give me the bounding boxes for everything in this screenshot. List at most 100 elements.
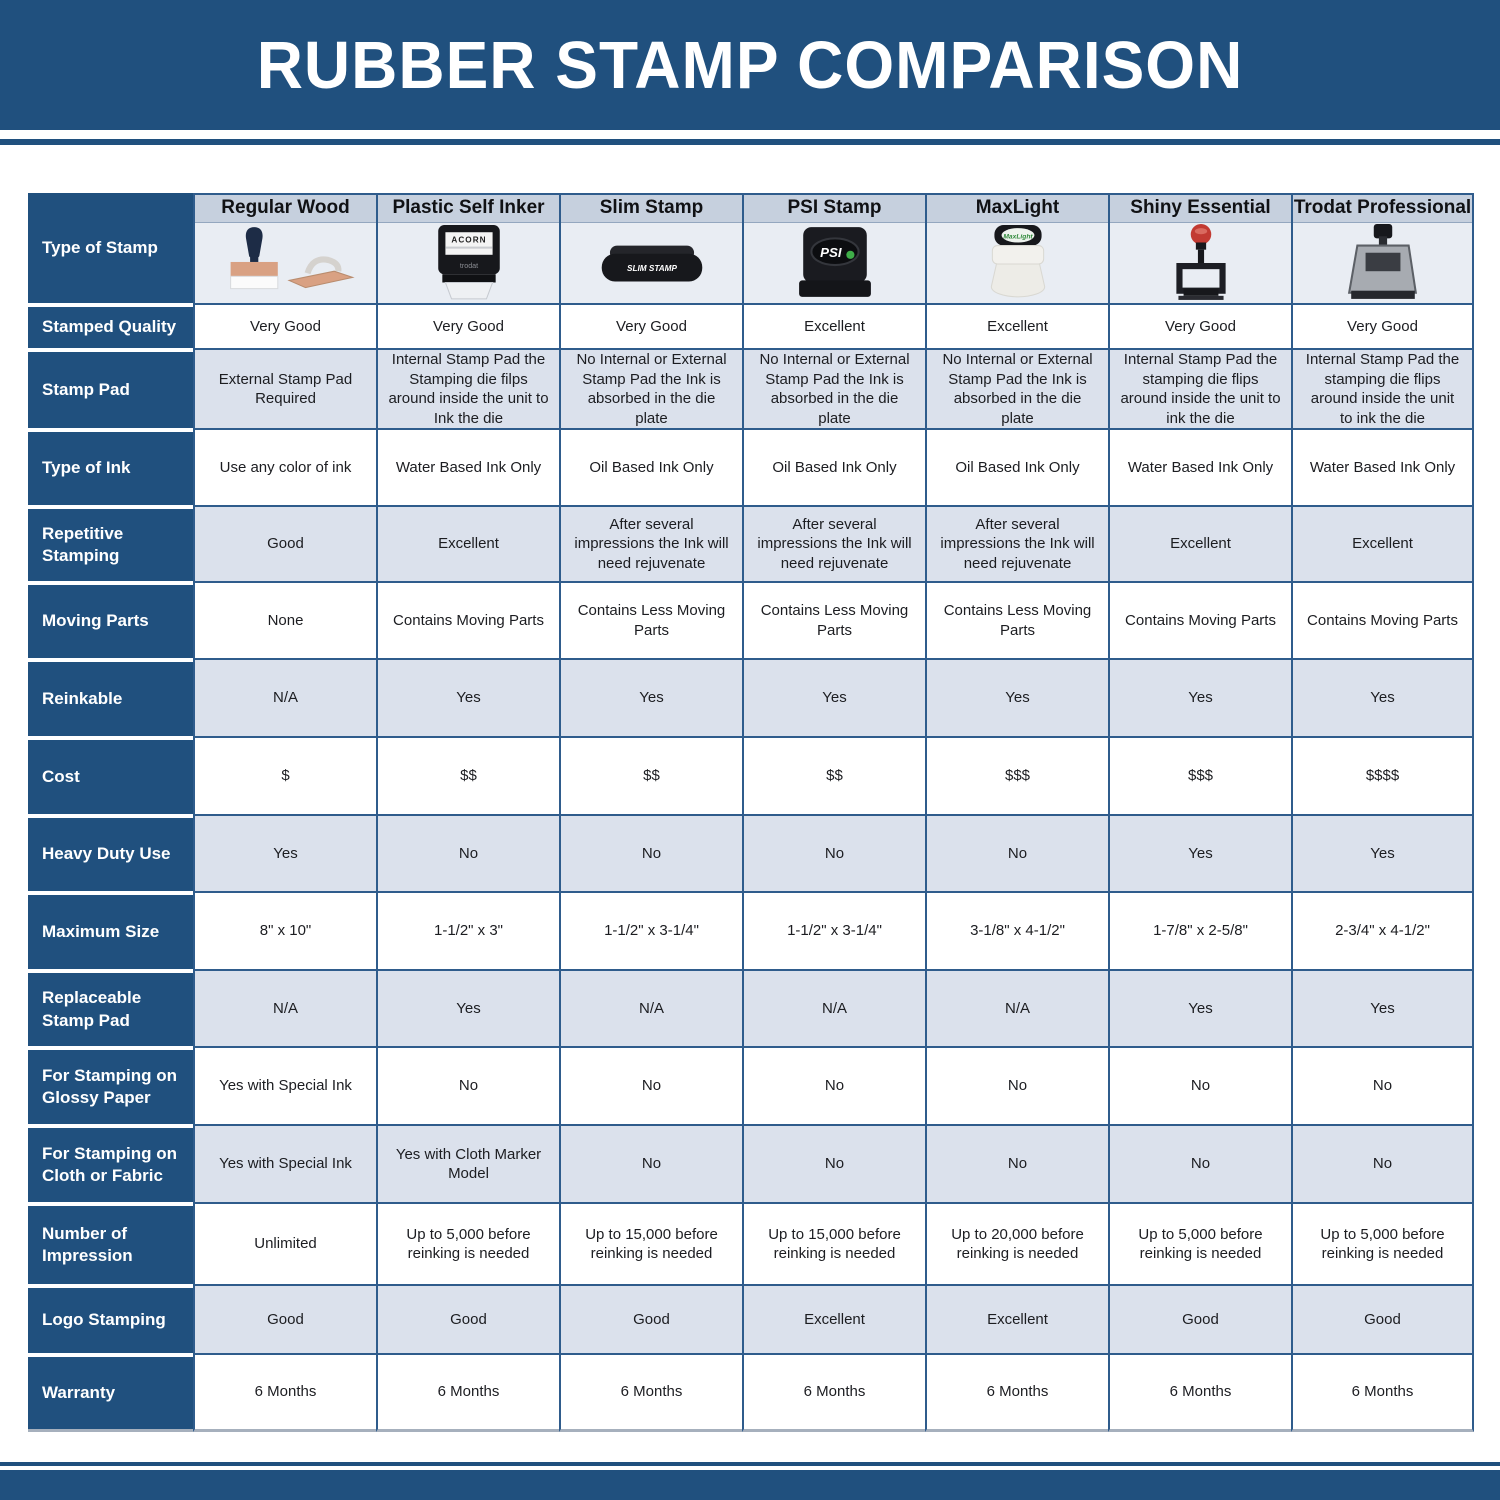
table-cell: Contains Less Moving Parts <box>742 581 925 658</box>
table-cell: Up to 15,000 before reinking is needed <box>559 1202 742 1284</box>
table-cell: Yes <box>1108 658 1291 736</box>
row-label-heavy-duty-use: Heavy Duty Use <box>28 814 193 891</box>
table-cell: No Internal or External Stamp Pad the In… <box>559 348 742 428</box>
table-cell: 1-1/2" x 3-1/4" <box>742 891 925 969</box>
comparison-table: Type of Stamp Regular Wood Plastic Self I… <box>28 193 1474 1432</box>
table-cell: Excellent <box>376 505 559 581</box>
table-cell: N/A <box>742 969 925 1046</box>
table-cell: Contains Less Moving Parts <box>925 581 1108 658</box>
table-cell: $$ <box>376 736 559 814</box>
table-cell: Use any color of ink <box>193 428 376 505</box>
table-cell: Very Good <box>193 303 376 348</box>
table-cell: Yes <box>1108 969 1291 1046</box>
table-cell: 1-1/2" x 3-1/4" <box>559 891 742 969</box>
table-cell: 6 Months <box>742 1353 925 1432</box>
table-cell: No <box>1108 1046 1291 1124</box>
table-cell: $$$$ <box>1291 736 1474 814</box>
table-cell: No <box>925 1046 1108 1124</box>
table-cell: Contains Moving Parts <box>376 581 559 658</box>
column-title-regular-wood: Regular Wood <box>195 195 376 223</box>
table-cell: Excellent <box>1291 505 1474 581</box>
table-cell: Yes <box>1291 658 1474 736</box>
table-cell: $$ <box>742 736 925 814</box>
type-of-stamp-label: Type of Stamp <box>28 193 193 303</box>
table-cell: Excellent <box>925 303 1108 348</box>
table-cell: Excellent <box>925 1284 1108 1353</box>
column-header-shiny-essential: Shiny Essential <box>1108 193 1291 303</box>
table-cell: Up to 5,000 before reinking is needed <box>1291 1202 1474 1284</box>
table-cell: $$$ <box>1108 736 1291 814</box>
table-cell: Yes <box>193 814 376 891</box>
table-cell: Good <box>193 1284 376 1353</box>
row-label-maximum-size: Maximum Size <box>28 891 193 969</box>
table-cell: None <box>193 581 376 658</box>
table-cell: Contains Less Moving Parts <box>559 581 742 658</box>
page-title: RUBBER STAMP COMPARISON <box>256 27 1244 103</box>
table-cell: After several impressions the Ink will n… <box>742 505 925 581</box>
plastic-self-inker-stamp-image: ACORN trodat <box>378 223 559 303</box>
column-title-trodat-professional: Trodat Professional <box>1293 195 1472 223</box>
table-cell: 6 Months <box>925 1353 1108 1432</box>
table-cell: Internal Stamp Pad the stamping die flip… <box>1291 348 1474 428</box>
table-cell: 6 Months <box>559 1353 742 1432</box>
table-cell: Good <box>1108 1284 1291 1353</box>
table-cell: No <box>559 1124 742 1202</box>
table-cell: Yes <box>742 658 925 736</box>
table-cell: $$ <box>559 736 742 814</box>
table-cell: Yes <box>1291 969 1474 1046</box>
table-cell: Yes <box>376 969 559 1046</box>
table-cell: No <box>559 1046 742 1124</box>
table-cell: Unlimited <box>193 1202 376 1284</box>
row-label-repetitive-stamping: Repetitive Stamping <box>28 505 193 581</box>
table-cell: Up to 20,000 before reinking is needed <box>925 1202 1108 1284</box>
column-title-shiny-essential: Shiny Essential <box>1110 195 1291 223</box>
table-cell: No <box>925 1124 1108 1202</box>
table-cell: No <box>742 1124 925 1202</box>
row-label-number-of-impression: Number of Impression <box>28 1202 193 1284</box>
table-cell: Good <box>193 505 376 581</box>
table-cell: Yes with Cloth Marker Model <box>376 1124 559 1202</box>
trodat-professional-stamp-image <box>1293 223 1472 303</box>
column-title-slim-stamp: Slim Stamp <box>561 195 742 223</box>
table-cell: Very Good <box>559 303 742 348</box>
column-header-plastic-self-inker: Plastic Self Inker ACORN trodat <box>376 193 559 303</box>
table-cell: Very Good <box>1291 303 1474 348</box>
table-cell: $$$ <box>925 736 1108 814</box>
table-cell: Yes <box>376 658 559 736</box>
footer-band <box>0 1470 1500 1500</box>
table-cell: Yes <box>559 658 742 736</box>
row-label-moving-parts: Moving Parts <box>28 581 193 658</box>
table-cell: No <box>742 814 925 891</box>
table-cell: Yes with Special Ink <box>193 1046 376 1124</box>
row-label-for-stamping-on-cloth-or-fabric: For Stamping on Cloth or Fabric <box>28 1124 193 1202</box>
table-cell: N/A <box>559 969 742 1046</box>
svg-text:PSI: PSI <box>820 245 842 260</box>
table-cell: No <box>925 814 1108 891</box>
column-header-psi-stamp: PSI Stamp PSI <box>742 193 925 303</box>
table-cell: 1-7/8" x 2-5/8" <box>1108 891 1291 969</box>
table-cell: Good <box>1291 1284 1474 1353</box>
shiny-essential-stamp-image <box>1110 223 1291 303</box>
table-cell: After several impressions the Ink will n… <box>925 505 1108 581</box>
table-cell: No <box>1108 1124 1291 1202</box>
table-cell: No <box>559 814 742 891</box>
table-cell: Yes with Special Ink <box>193 1124 376 1202</box>
table-cell: Internal Stamp Pad the Stamping die filp… <box>376 348 559 428</box>
svg-text:SLIM STAMP: SLIM STAMP <box>627 264 677 273</box>
table-cell: 8" x 10" <box>193 891 376 969</box>
table-cell: Oil Based Ink Only <box>742 428 925 505</box>
table-cell: N/A <box>193 969 376 1046</box>
row-label-stamp-pad: Stamp Pad <box>28 348 193 428</box>
table-cell: Excellent <box>1108 505 1291 581</box>
table-cell: Contains Moving Parts <box>1108 581 1291 658</box>
table-cell: Water Based Ink Only <box>1291 428 1474 505</box>
column-title-plastic-self-inker: Plastic Self Inker <box>378 195 559 223</box>
table-cell: No Internal or External Stamp Pad the In… <box>742 348 925 428</box>
maxlight-stamp-image: MaxLight <box>927 223 1108 303</box>
table-cell: Internal Stamp Pad the stamping die flip… <box>1108 348 1291 428</box>
svg-text:ACORN: ACORN <box>451 235 486 244</box>
table-cell: External Stamp Pad Required <box>193 348 376 428</box>
row-label-cost: Cost <box>28 736 193 814</box>
regular-wood-stamp-image <box>195 223 376 303</box>
